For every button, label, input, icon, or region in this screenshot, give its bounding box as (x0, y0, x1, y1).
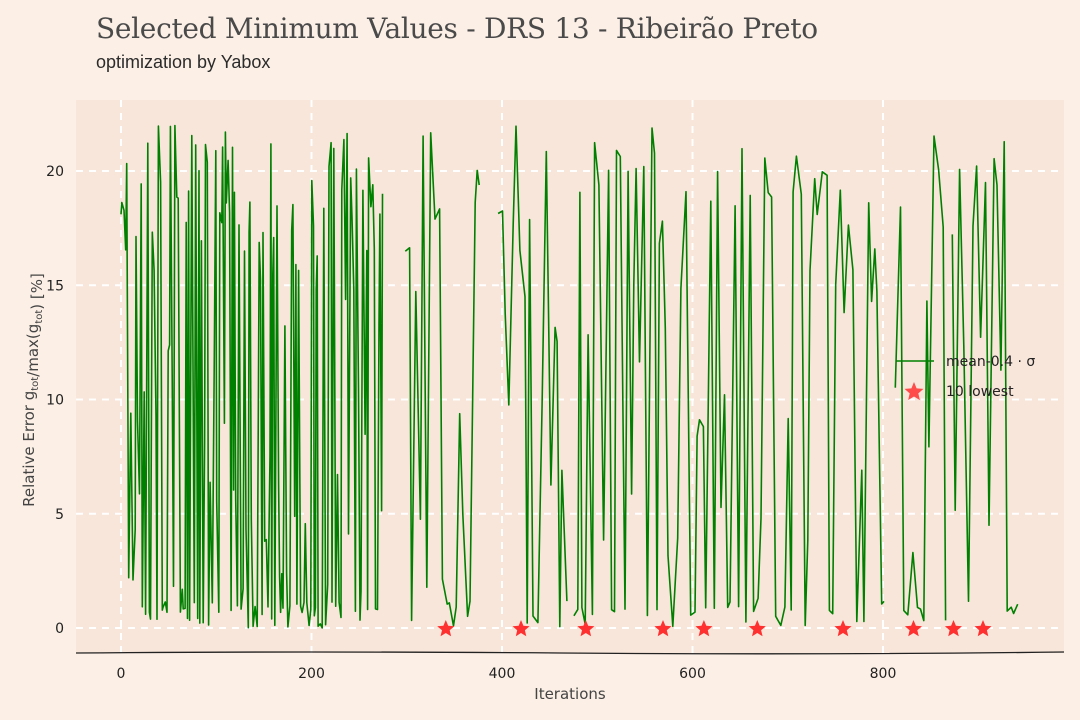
lowest-value-star (748, 620, 766, 637)
lowest-value-star (437, 620, 455, 637)
chart-title: Selected Minimum Values - DRS 13 - Ribei… (96, 12, 818, 45)
x-axis-label: Iterations (534, 685, 606, 703)
lowest-value-star (577, 620, 595, 637)
legend-label-series: mean-0.4 · σ (946, 354, 1035, 370)
legend-label-lowest: 10 lowest (946, 384, 1014, 400)
x-tick-label: 600 (679, 666, 706, 682)
x-axis-line (75, 651, 1065, 655)
x-tick-label: 800 (870, 666, 897, 682)
lowest-value-star (974, 620, 992, 637)
lowest-value-star (834, 620, 852, 637)
legend: mean-0.4 · σ 10 lowest (896, 354, 1035, 401)
x-tick-label: 200 (298, 666, 325, 682)
series-lines (120, 124, 1019, 629)
lowest-value-star (654, 620, 672, 637)
series-line (120, 124, 1019, 629)
y-tick-label: 20 (46, 164, 64, 180)
x-tick-labels: 0 200 400 600 800 (117, 666, 897, 682)
x-tick-label: 400 (489, 666, 516, 682)
chart-subtitle: optimization by Yabox (96, 52, 271, 72)
y-axis-label: Relative Error gtot/max(gtot) [%] (20, 273, 46, 507)
y-tick-label: 0 (55, 621, 64, 637)
lowest-value-star (944, 620, 962, 637)
x-tick-label: 0 (117, 666, 126, 682)
lowest-markers (437, 620, 992, 637)
y-tick-label: 15 (46, 278, 64, 294)
y-tick-label: 5 (55, 507, 64, 523)
y-tick-label: 10 (46, 393, 64, 409)
lowest-value-star (904, 620, 922, 637)
legend-star-swatch (904, 382, 924, 401)
lowest-value-star (695, 620, 713, 637)
lowest-value-star (512, 620, 530, 637)
y-tick-labels: 0 5 10 15 20 (46, 164, 64, 637)
